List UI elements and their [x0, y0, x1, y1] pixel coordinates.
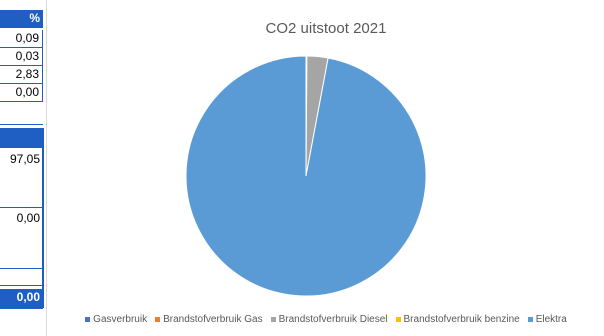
chart-legend: Gasverbruik Brandstofverbruik Gas Brandsto…: [47, 314, 604, 325]
sheet-cell[interactable]: 2,83: [0, 66, 43, 84]
sheet-empty-cell[interactable]: [0, 190, 43, 208]
chart-title: CO2 uitstoot 2021: [265, 20, 387, 37]
pie-chart[interactable]: CO2 uitstoot 2021 Gasverbruik Brandstofve…: [46, 0, 604, 336]
sheet-cell[interactable]: 0,00: [16, 211, 40, 225]
legend-swatch: [270, 317, 276, 322]
sheet-cell[interactable]: 0,03: [0, 48, 43, 66]
percent-header[interactable]: %: [0, 10, 43, 28]
legend-label: Brandstofverbruik Diesel: [278, 314, 388, 325]
pie-svg: [185, 55, 427, 297]
sheet-header-band[interactable]: [0, 128, 43, 148]
pie-slice-elektra[interactable]: [185, 55, 427, 297]
sheet-cell[interactable]: 97,05: [9, 152, 40, 166]
sheet-cell[interactable]: 0,00: [0, 84, 43, 102]
sheet-cell[interactable]: 0,09: [0, 30, 43, 48]
legend-swatch: [155, 317, 161, 322]
legend-label: Brandstofverbruik benzine: [403, 314, 520, 325]
legend-label: Brandstofverbruik Gas: [163, 314, 263, 325]
legend-swatch: [85, 317, 91, 322]
legend-swatch: [527, 317, 533, 322]
sheet-empty-cell[interactable]: [0, 107, 43, 125]
legend-item[interactable]: Brandstofverbruik benzine: [395, 314, 520, 325]
legend-label: Elektra: [535, 314, 567, 325]
legend-item[interactable]: Brandstofverbruik Gas: [155, 314, 263, 325]
sheet-empty-cell[interactable]: [0, 268, 43, 286]
legend-label: Gasverbruik: [93, 314, 148, 325]
spreadsheet-column: % 0,09 0,03 2,83 0,00 97,05 0,00 0,00: [0, 0, 46, 336]
legend-item[interactable]: Elektra: [527, 314, 567, 325]
legend-item[interactable]: Brandstofverbruik Diesel: [270, 314, 388, 325]
column-border: [42, 128, 44, 308]
legend-swatch: [395, 317, 401, 322]
total-cell[interactable]: 0,00: [0, 289, 43, 309]
legend-item[interactable]: Gasverbruik: [85, 314, 147, 325]
